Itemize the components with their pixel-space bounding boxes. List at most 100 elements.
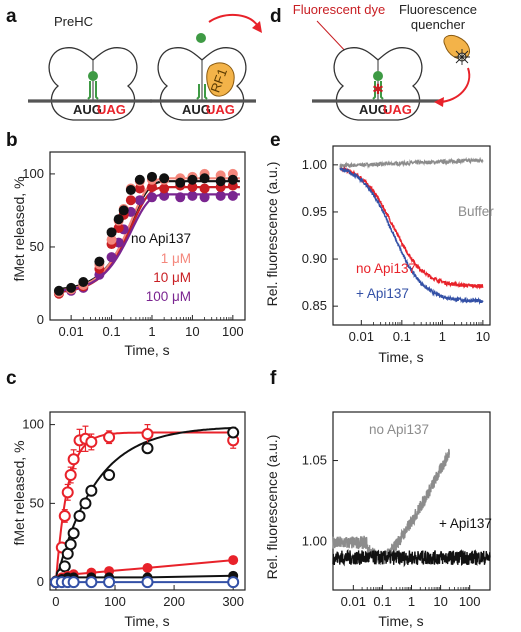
chart-f-xtick-label: 0.01 [341,594,366,609]
chart-b-point [199,192,210,203]
release-arrowhead [252,21,262,33]
trna-prehc [87,71,99,100]
chart-b: fMet released, % Time, s 0.01 0.1 1 10 100 0 5… [11,151,246,358]
chart-b-point [215,176,226,187]
chart-c-point [79,497,92,510]
chart-c-point [67,453,80,466]
release-arrow [208,14,259,27]
chart-b-ytick-label: 100 [22,166,44,181]
label-f-no-api137: no Api137 [369,422,429,437]
chart-c-point [58,560,71,573]
label-e-plus-api137: + Api137 [356,286,409,301]
chart-c-point [64,538,77,551]
chart-f-xtick-label: 1 [408,594,415,609]
chart-c-point [85,435,98,448]
chart-c-point [227,426,240,439]
chart-c-point [64,469,77,482]
chart-b-point [106,227,117,238]
chart-b-point [66,282,77,293]
panel-label-b: b [6,130,18,151]
chart-c-ytick-label: 0 [37,574,44,589]
chart-e-xtick-label: 1 [439,329,446,344]
chart-b-xlabel: Time, s [124,342,169,358]
chart-b-point [175,192,186,203]
chart-c: fMet released, % Time, s 0 100 200 300 0 50 10… [11,411,246,629]
trna-d [372,71,384,100]
quencher-label-2: quencher [411,17,466,32]
chart-c-frame [49,411,246,591]
trna-rf1 [196,84,208,100]
chart-b-point [94,256,105,267]
chart-c-xlabel: Time, s [124,613,169,629]
prehc-label: PreHC [54,14,93,29]
chart-e-trace [339,167,484,305]
chart-c-point [61,486,74,499]
chart-c-xtick-label: 200 [163,594,185,609]
chart-b-point [227,174,238,185]
quencher-arrow [439,67,471,103]
chart-e-ytick-label: 0.95 [302,204,327,219]
chart-c-xtick-label: 300 [222,594,244,609]
chart-b-ytick-label: 50 [30,239,44,254]
chart-c-ytick-label: 100 [22,417,44,432]
chart-b-point [106,252,117,263]
codon-aug: AUG [73,102,102,117]
chart-e-ytick-label: 1.00 [302,157,327,172]
chart-b-point [113,214,124,225]
schematic-a: PreHC AUG UAG RF1 AUG UAG [28,14,262,121]
legend-b-10um: 10 μM [153,270,191,285]
panel-label-a: a [6,6,17,27]
chart-c-point [141,576,154,589]
chart-f-ytick-label: 1.00 [302,533,327,548]
chart-f-xlabel: Time, s [378,613,423,629]
chart-b-point [125,195,136,206]
label-f-plus-api137: + Api137 [439,516,492,531]
chart-e-ytick-label: 0.90 [302,251,327,266]
chart-f-trace [332,549,491,568]
chart-c-point [67,527,80,540]
chart-b-xtick-label: 1 [148,324,155,339]
chart-c-point [58,509,71,522]
chart-c-xtick-label: 0 [52,594,59,609]
chart-e-xlabel: Time, s [378,349,423,365]
chart-c-point [228,555,239,566]
chart-b-xtick-label: 0.1 [103,324,121,339]
chart-c-point [141,442,154,455]
codon-uag-d: UAG [383,102,412,117]
chart-b-point [187,174,198,185]
chart-e-xtick-label: 0.01 [349,329,374,344]
chart-b-xtick-label: 10 [185,324,199,339]
chart-f-xtick-label: 100 [459,594,481,609]
quencher-star-icon [454,49,470,65]
chart-c-point [103,576,116,589]
chart-b-point [146,171,157,182]
legend-b-1um: 1 μM [161,251,191,266]
panel-label-d: d [270,6,282,27]
chart-e-frame [332,145,491,326]
chart-c-point [227,576,240,589]
chart-b-ytick-label: 0 [37,312,44,327]
codon-uag: UAG [97,102,126,117]
quencher [443,34,470,65]
chart-c-point [103,431,116,444]
chart-c-ylabel: fMet released, % [11,440,27,545]
legend-b-100um: 100 μM [146,289,191,304]
chart-b-point [159,183,170,194]
panel-label-c: c [6,368,17,389]
dye-label: Fluorescent dye [293,2,386,17]
chart-e-trace [339,165,484,290]
chart-b-point [134,183,145,194]
dye-star-icon: ✱ [372,82,384,98]
panel-label-f: f [270,368,277,389]
label-e-buffer: Buffer [458,204,494,219]
chart-b-ylabel: fMet released, % [11,176,27,281]
chart-e-ylabel: Rel. fluorescence (a.u.) [264,162,280,307]
codon-aug-2: AUG [182,102,211,117]
chart-b-point [159,190,170,201]
chart-e: Rel. fluorescence (a.u.) Time, s 0.01 0.1… [264,145,491,365]
chart-c-point [141,428,154,441]
chart-c-point [67,576,80,589]
chart-f: Rel. fluorescence (a.u.) Time, s 0.01 0.1… [264,411,491,629]
chart-b-point [187,190,198,201]
chart-b-point [146,182,157,193]
